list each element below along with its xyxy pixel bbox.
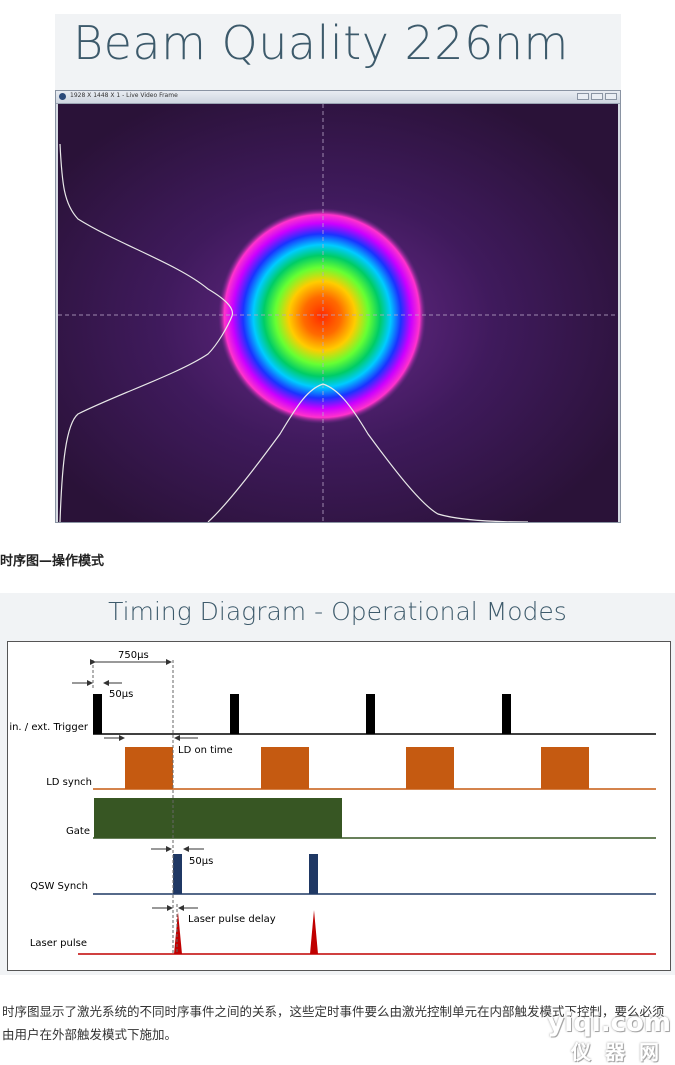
timing-title: Timing Diagram - Operational Modes	[108, 597, 567, 626]
minimize-button[interactable]	[577, 93, 589, 100]
trigger-width-annotation: 50µs	[109, 689, 133, 700]
trigger-label: in. / ext. Trigger	[9, 722, 89, 733]
timing-diagram-panel: Timing Diagram - Operational Modes	[0, 593, 675, 975]
watermark-logo: yiqi.com 仪器网	[547, 1008, 675, 1064]
watermark-text-top: yiqi.com	[547, 1008, 671, 1038]
maximize-button[interactable]	[591, 93, 603, 100]
beam-profile-window: 1928 X 1448 X 1 - Live Video Frame	[55, 90, 621, 523]
timing-diagram: in. / ext. Trigger LD synch Gate QSW Syn…	[9, 650, 656, 955]
trigger-pulse	[502, 694, 511, 734]
ld-synch-pulse	[261, 747, 309, 789]
gate-pulse	[94, 798, 342, 838]
trigger-pulse	[93, 694, 102, 734]
section-heading: 时序图—操作模式	[0, 554, 105, 569]
trigger-pulse	[230, 694, 239, 734]
window-title: 1928 X 1448 X 1 - Live Video Frame	[70, 92, 178, 99]
watermark-text-bottom: 仪器网	[571, 1040, 673, 1064]
ld-synch-pulse	[541, 747, 589, 789]
laser-pulse-spike	[174, 912, 182, 954]
timing-diagram-box: in. / ext. Trigger LD synch Gate QSW Syn…	[7, 641, 671, 971]
qsw-label: QSW Synch	[30, 881, 88, 892]
ld-on-annotation: LD on time	[178, 745, 233, 756]
trigger-pulse	[366, 694, 375, 734]
ld-synch-pulse	[125, 747, 173, 789]
hero-banner: Beam Quality 226nm	[55, 14, 621, 90]
qsw-pulse	[173, 854, 182, 894]
window-titlebar: 1928 X 1448 X 1 - Live Video Frame	[56, 91, 620, 104]
hero-title: Beam Quality 226nm	[73, 16, 569, 70]
qsw-width-annotation: 50µs	[189, 856, 213, 867]
pulse-delay-annotation: Laser pulse delay	[188, 914, 276, 925]
qsw-pulse	[309, 854, 318, 894]
period-annotation: 750µs	[118, 650, 149, 661]
ld-synch-pulse	[406, 747, 454, 789]
gate-label: Gate	[66, 826, 90, 837]
laser-pulse-label: Laser pulse	[30, 938, 87, 949]
horizontal-profile-curve	[207, 383, 529, 522]
app-icon	[59, 93, 66, 100]
beam-profile-image	[58, 104, 618, 522]
ld-synch-label: LD synch	[46, 777, 92, 788]
laser-pulse-spike	[310, 910, 318, 954]
beam-spot	[218, 208, 426, 424]
close-button[interactable]	[605, 93, 617, 100]
vertical-profile-curve	[59, 143, 234, 522]
description-paragraph: 时序图显示了激光系统的不同时序事件之间的关系，这些定时事件要么由激光控制单元在内…	[2, 1004, 665, 1042]
